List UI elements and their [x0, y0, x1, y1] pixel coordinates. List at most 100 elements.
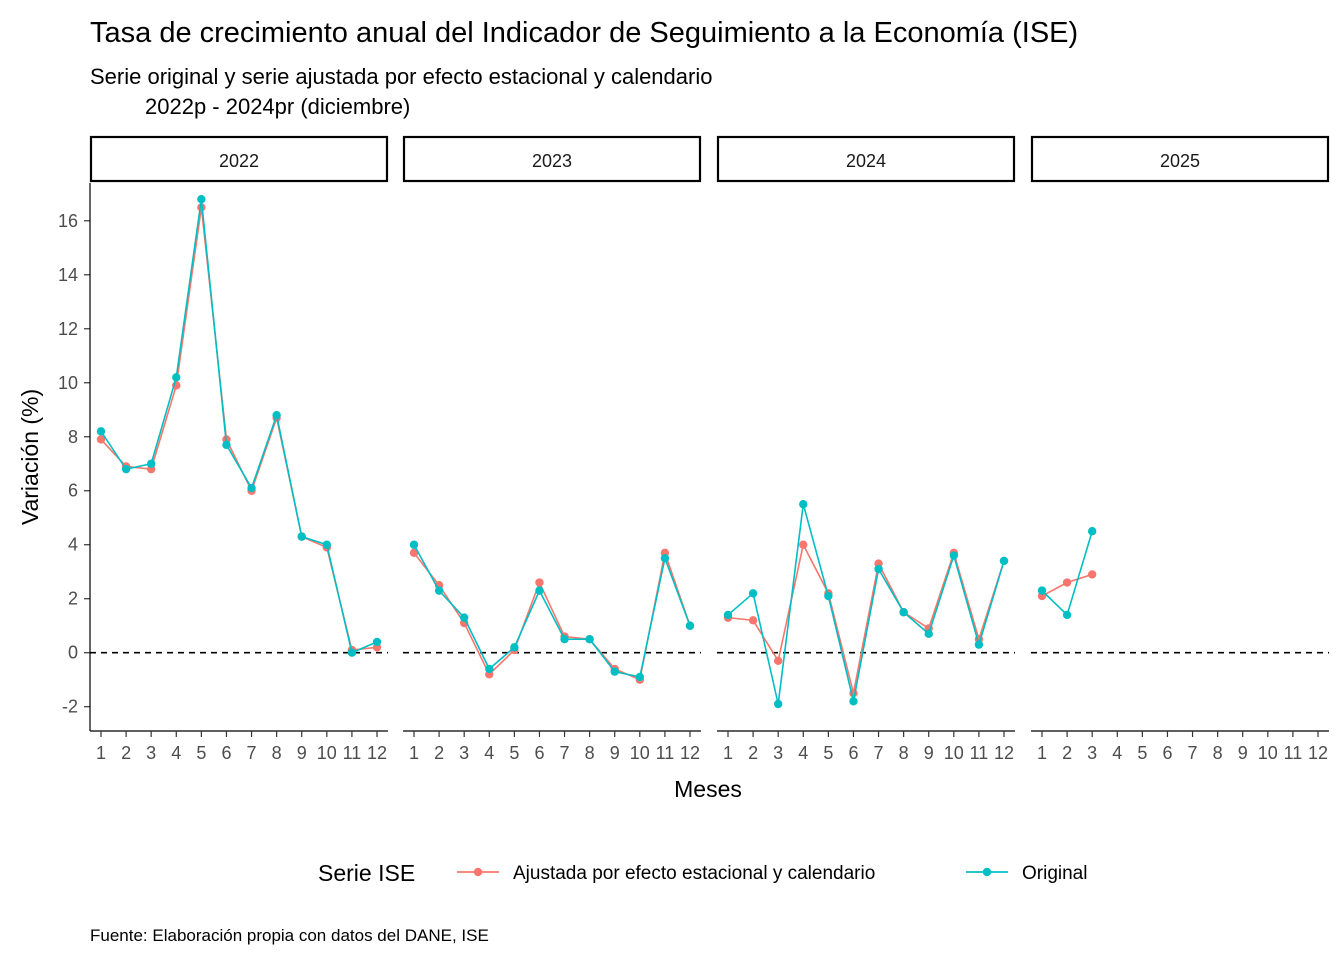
legend-items: Ajustada por efecto estacional y calenda…	[457, 863, 1087, 884]
x-tick-label: 6	[534, 743, 544, 763]
legend-key-point	[982, 867, 992, 877]
facet-strip	[402, 135, 702, 183]
x-axis-title: Meses	[674, 776, 742, 802]
data-point	[585, 635, 594, 644]
series-line	[413, 544, 691, 678]
x-tick-label: 7	[247, 743, 257, 763]
x-tick-label: 9	[924, 743, 934, 763]
data-point	[899, 608, 908, 617]
x-tick-label: 8	[899, 743, 909, 763]
data-point	[347, 648, 357, 657]
facet-strip	[89, 135, 389, 183]
x-tick-label: 1	[409, 743, 419, 763]
data-point	[824, 591, 833, 601]
x-tick-label: 1	[1037, 743, 1047, 763]
legend-key-point	[473, 867, 483, 877]
x-tick-label: 10	[1258, 743, 1278, 763]
y-tick-label: 2	[68, 589, 78, 609]
series-line	[727, 504, 1005, 705]
x-tick-label: 9	[610, 743, 620, 763]
x-tick-label: 7	[1188, 743, 1198, 763]
data-point	[660, 554, 670, 563]
x-tick-label: 11	[970, 743, 989, 763]
data-point	[485, 664, 494, 674]
chart-title: Tasa de crecimiento anual del Indicador …	[90, 17, 1078, 49]
data-point	[799, 540, 808, 549]
legend-title: Serie ISE	[318, 860, 415, 886]
x-tick-label: 5	[823, 743, 833, 763]
series-ajustada-2022	[96, 203, 382, 655]
x-tick-label: 11	[656, 743, 675, 763]
data-point	[1087, 570, 1097, 579]
data-point	[685, 621, 695, 630]
facet-strip-label: 2024	[846, 151, 886, 171]
x-tick-label: 6	[1162, 743, 1172, 763]
x-tick-label: 4	[171, 743, 181, 763]
x-tick-label: 11	[343, 743, 362, 763]
x-tick-label: 4	[798, 743, 808, 763]
data-point	[172, 373, 181, 382]
data-point	[297, 532, 306, 541]
x-tick-label: 3	[773, 743, 783, 763]
x-tick-label: 5	[509, 743, 519, 763]
data-point	[949, 551, 959, 560]
x-tick-label: 3	[146, 743, 156, 763]
y-tick-label: 14	[58, 265, 78, 285]
x-tick-label: 7	[874, 743, 884, 763]
legend: Serie ISE Ajustada por efecto estacional…	[318, 860, 1087, 886]
data-point	[121, 464, 131, 474]
data-point	[1062, 610, 1072, 620]
x-tick-label: 10	[317, 743, 337, 763]
data-point	[974, 640, 984, 649]
x-tick-label: 9	[1238, 743, 1248, 763]
data-point	[799, 500, 808, 509]
series-original-2024	[723, 500, 1009, 709]
x-tick-label: 12	[994, 743, 1014, 763]
series-original-2025	[1037, 527, 1097, 620]
x-tick-label: 8	[272, 743, 282, 763]
caption: Fuente: Elaboración propia con datos del…	[90, 926, 489, 945]
data-point	[222, 440, 231, 450]
series-original-2022	[96, 194, 382, 657]
x-tick-label: 3	[459, 743, 469, 763]
data-point	[96, 427, 106, 436]
x-tick-label: 6	[848, 743, 858, 763]
x-tick-label: 2	[121, 743, 131, 763]
y-tick-label: -2	[62, 697, 78, 717]
data-point	[560, 635, 569, 644]
data-point	[197, 194, 206, 204]
data-point	[773, 699, 783, 709]
y-tick-label: 6	[68, 481, 78, 501]
facet-strip-label: 2025	[1160, 151, 1200, 171]
series-line	[727, 542, 1005, 694]
x-tick-label: 11	[1284, 743, 1303, 763]
x-tick-label: 5	[196, 743, 206, 763]
data-point	[874, 564, 883, 574]
data-point	[1037, 586, 1047, 595]
data-point	[535, 586, 544, 595]
facet-strip	[716, 135, 1016, 183]
y-tick-label: 12	[58, 319, 78, 339]
data-point	[272, 410, 281, 420]
series-ajustada-2024	[723, 540, 1009, 698]
y-axis-title: Variación (%)	[17, 389, 43, 525]
data-point	[635, 672, 645, 682]
x-tick-label: 1	[96, 743, 106, 763]
series-original-2023	[409, 540, 695, 682]
data-point	[1087, 527, 1097, 536]
data-point	[535, 578, 544, 587]
x-tick-label: 2	[1062, 743, 1072, 763]
data-point	[849, 697, 858, 706]
facet-strip	[1030, 135, 1330, 183]
x-tick-label: 7	[560, 743, 570, 763]
x-tick-label: 2	[434, 743, 444, 763]
data-point	[146, 459, 156, 468]
chart-subtitle-line2: 2022p - 2024pr (diciembre)	[145, 94, 410, 119]
x-tick-label: 1	[723, 743, 733, 763]
x-tick-label: 2	[748, 743, 758, 763]
x-tick-label: 12	[680, 743, 700, 763]
data-point	[773, 656, 783, 666]
